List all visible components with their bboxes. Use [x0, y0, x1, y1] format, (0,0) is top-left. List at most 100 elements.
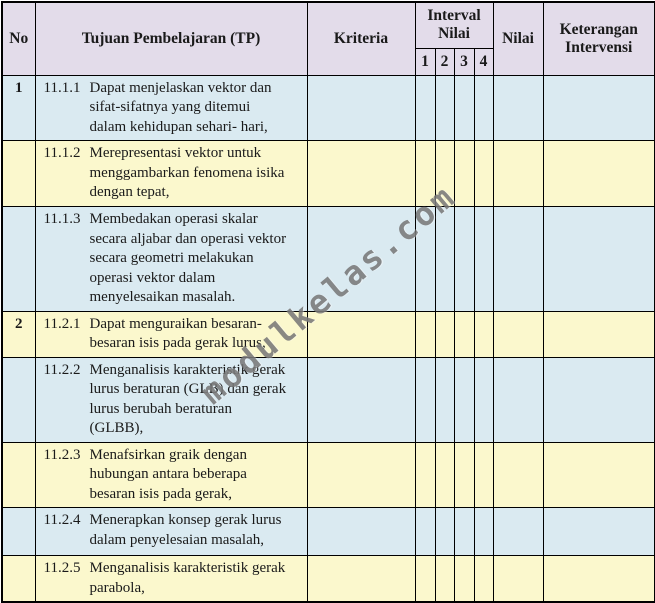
kriteria-cell — [306, 74, 416, 141]
nilai-cell — [492, 310, 544, 358]
interval-2-cell — [434, 441, 455, 508]
interval-2-cell — [434, 356, 455, 443]
interval-3-cell — [453, 555, 475, 603]
interval-3-cell — [453, 310, 475, 358]
interval-4-cell — [473, 507, 494, 556]
row-number — [1, 140, 36, 207]
header-kriteria: Kriteria — [306, 1, 416, 76]
table-row: 11.1.3 Membedakan operasi skalar secara a… — [1, 206, 655, 312]
kriteria-cell — [306, 507, 416, 556]
header-nilai: Nilai — [492, 1, 544, 76]
interval-4-cell — [473, 140, 494, 207]
header-interval-3: 3 — [453, 47, 475, 76]
interval-2-cell — [434, 206, 455, 312]
interval-2-cell — [434, 555, 455, 603]
header-no: No — [1, 1, 36, 76]
header-interval-4: 4 — [473, 47, 494, 76]
interval-3-cell — [453, 140, 475, 207]
interval-4-cell — [473, 310, 494, 358]
tp-code: 11.1.1 — [43, 79, 81, 96]
interval-3-cell — [453, 441, 475, 508]
kriteria-cell — [306, 140, 416, 207]
interval-4-cell — [473, 555, 494, 603]
tp-cell: 11.2.1 Dapat menguraikan besaran- besaran… — [34, 310, 308, 358]
interval-1-cell — [414, 74, 436, 141]
keterangan-cell — [542, 206, 655, 312]
nilai-cell — [492, 206, 544, 312]
keterangan-cell — [542, 310, 655, 358]
kriteria-cell — [306, 441, 416, 508]
interval-4-cell — [473, 206, 494, 312]
tp-cell: 11.2.3 Menafsirkan graik dengan hubungan … — [34, 441, 308, 508]
tp-code: 11.2.2 — [43, 361, 81, 378]
keterangan-cell — [542, 356, 655, 443]
interval-2-cell — [434, 140, 455, 207]
row-number: 1 — [1, 74, 36, 141]
interval-2-cell — [434, 310, 455, 358]
table-row: 11.2.4 Menerapkan konsep gerak lurus dala… — [1, 507, 655, 556]
keterangan-cell — [542, 507, 655, 556]
header-interval-1: 1 — [414, 47, 436, 76]
tp-code: 11.1.3 — [43, 211, 81, 227]
interval-1-cell — [414, 507, 436, 556]
table-row: 11.1.2 Merepresentasi vektor untuk mengga… — [1, 140, 655, 207]
keterangan-cell — [542, 441, 655, 508]
interval-3-cell — [453, 206, 475, 312]
nilai-cell — [492, 441, 544, 508]
table-row: 1 11.1.1 Dapat menjelaskan vektor dan sif… — [1, 74, 655, 141]
table-row: 11.2.2 Menganalisis karakteristik gerak l… — [1, 356, 655, 443]
kriteria-cell — [306, 310, 416, 358]
row-number — [1, 356, 36, 443]
interval-1-cell — [414, 310, 436, 358]
row-number — [1, 441, 36, 508]
kriteria-cell — [306, 356, 416, 443]
interval-3-cell — [453, 356, 475, 443]
nilai-cell — [492, 555, 544, 603]
interval-1-cell — [414, 555, 436, 603]
tp-cell: 11.1.3 Membedakan operasi skalar secara a… — [34, 206, 308, 312]
keterangan-cell — [542, 140, 655, 207]
table-header: No Tujuan Pembelajaran (TP) Kriteria Int… — [1, 1, 655, 76]
header-interval-nilai: Interval Nilai — [414, 1, 494, 49]
row-number: 2 — [1, 310, 36, 358]
nilai-cell — [492, 507, 544, 556]
table-row: 2 11.2.1 Dapat menguraikan besaran- besar… — [1, 310, 655, 358]
tp-cell: 11.2.5 Menganalisis karakteristik gerak p… — [34, 555, 308, 603]
tp-text: Menganalisis karakteristik gerak parabol… — [89, 560, 286, 596]
interval-2-cell — [434, 74, 455, 141]
interval-4-cell — [473, 441, 494, 508]
tp-text: Membedakan operasi skalar secara aljabar… — [89, 211, 287, 305]
keterangan-cell — [542, 555, 655, 603]
tp-text: Merepresentasi vektor untuk menggambarka… — [89, 145, 285, 200]
tp-text: Menafsirkan graik dengan hubungan antara… — [89, 446, 247, 502]
interval-1-cell — [414, 206, 436, 312]
tp-code: 11.2.5 — [43, 560, 81, 576]
nilai-cell — [492, 140, 544, 207]
nilai-cell — [492, 356, 544, 443]
header-interval-2: 2 — [434, 47, 455, 76]
tp-text: Menganalisis karakteristik gerak lurus b… — [89, 361, 287, 437]
tp-cell: 11.1.2 Merepresentasi vektor untuk mengga… — [34, 140, 308, 207]
row-number — [1, 555, 36, 603]
table-row: 11.2.5 Menganalisis karakteristik gerak p… — [1, 555, 655, 603]
header-tujuan-pembelajaran: Tujuan Pembelajaran (TP) — [34, 1, 308, 76]
interval-4-cell — [473, 356, 494, 443]
tp-code: 11.2.4 — [43, 512, 81, 528]
interval-2-cell — [434, 507, 455, 556]
interval-3-cell — [453, 507, 475, 556]
tp-code: 11.2.1 — [43, 315, 81, 332]
row-number — [1, 507, 36, 556]
interval-1-cell — [414, 441, 436, 508]
interval-1-cell — [414, 356, 436, 443]
tp-code: 11.2.3 — [43, 446, 81, 463]
interval-3-cell — [453, 74, 475, 141]
tp-text: Dapat menjelaskan vektor dan sifat-sifat… — [89, 79, 272, 135]
tp-code: 11.1.2 — [43, 145, 81, 161]
tp-cell: 11.2.2 Menganalisis karakteristik gerak l… — [34, 356, 308, 443]
tp-text: Dapat menguraikan besaran- besaran isis … — [89, 315, 266, 352]
tp-cell: 11.2.4 Menerapkan konsep gerak lurus dala… — [34, 507, 308, 556]
kriteria-cell — [306, 206, 416, 312]
header-keterangan-intervensi: Keterangan Intervensi — [542, 1, 655, 76]
